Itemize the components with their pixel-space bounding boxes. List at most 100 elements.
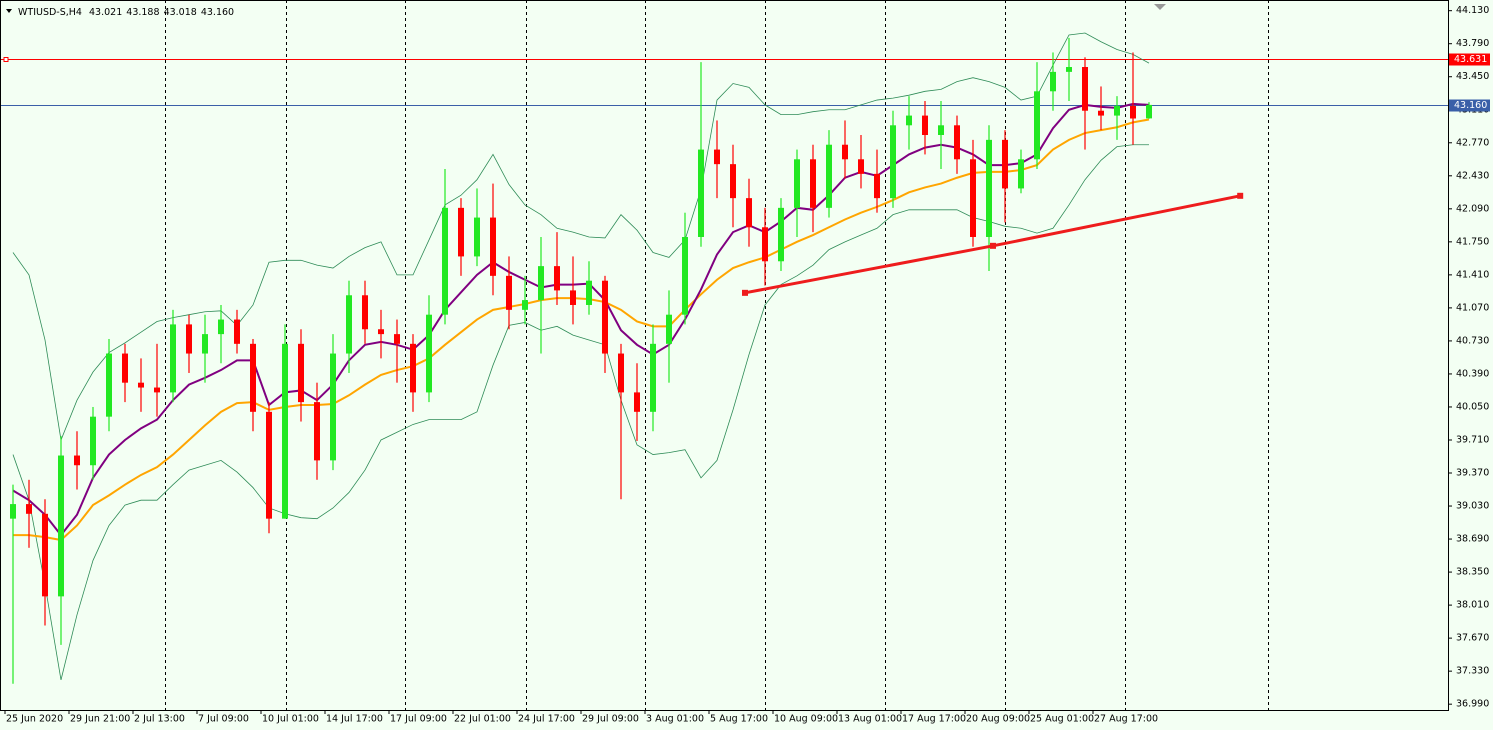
candle-body (906, 115, 912, 126)
level-label: 43.160 (1454, 100, 1487, 111)
trendline-handle (1237, 192, 1244, 199)
y-tick-label: 43.450 (1456, 71, 1489, 82)
y-tick-label: 39.370 (1456, 468, 1489, 479)
candle-body (202, 334, 208, 354)
candle-body (666, 314, 672, 344)
y-tick-label: 40.730 (1456, 335, 1489, 346)
candle-body (394, 334, 400, 344)
candle-body (410, 343, 416, 393)
candle-body (778, 207, 784, 262)
candle-body (58, 455, 64, 597)
y-tick-label: 42.430 (1456, 170, 1489, 181)
candle-body (298, 343, 304, 403)
shift-marker (1154, 4, 1166, 10)
y-tick-label: 36.990 (1456, 699, 1489, 710)
candle-body (842, 144, 848, 160)
y-tick-label: 38.350 (1456, 567, 1489, 578)
candle-body (1066, 67, 1072, 72)
x-tick-label: 10 Aug 09:00 (774, 714, 838, 725)
candle-body (522, 300, 528, 310)
candle-body (474, 217, 480, 257)
candle-body (154, 387, 160, 393)
x-tick-label: 17 Aug 17:00 (902, 714, 966, 725)
header: WTIUSD-S,H4 43.021 43.188 43.018 43.160 (18, 7, 234, 18)
level-label: 43.631 (1454, 54, 1487, 65)
candle-body (266, 411, 272, 519)
x-tick-label: 25 Jun 2020 (6, 714, 63, 725)
candle-body (1018, 159, 1024, 189)
candle-body (1130, 105, 1136, 119)
candle-body (506, 275, 512, 310)
close-value: 43.160 (201, 7, 234, 18)
x-tick-label: 29 Jul 09:00 (582, 714, 639, 725)
level-anchor (3, 57, 9, 62)
y-tick-label: 38.690 (1456, 534, 1489, 545)
candle-body (282, 343, 288, 519)
candle-body (1146, 104, 1152, 119)
candle-body (42, 513, 48, 597)
y-tick-label: 37.330 (1456, 666, 1489, 677)
trendline-handle (742, 289, 748, 296)
x-tick-label: 14 Jul 17:00 (326, 714, 383, 725)
y-tick-label: 37.670 (1456, 633, 1489, 644)
candle-body (1050, 71, 1056, 92)
candle-body (138, 382, 144, 388)
indicator-line (12, 144, 1149, 680)
y-tick-label: 40.390 (1456, 368, 1489, 379)
x-tick-label: 29 Jun 21:00 (70, 714, 130, 725)
open-value: 43.021 (89, 7, 122, 18)
x-tick-label: 20 Aug 09:00 (966, 714, 1030, 725)
candle-body (330, 353, 336, 461)
plot (0, 32, 1448, 684)
candle-body (458, 207, 464, 257)
x-tick-label: 22 Jul 01:00 (454, 714, 511, 725)
y-tick-label: 41.410 (1456, 269, 1489, 280)
candle-body (362, 295, 368, 330)
x-tick-label: 25 Aug 01:00 (1030, 714, 1094, 725)
candle-body (1114, 105, 1120, 116)
level-label-box (1449, 99, 1490, 112)
candle-body (858, 159, 864, 174)
y-tick-label: 39.710 (1456, 434, 1489, 445)
candle-body (490, 217, 496, 276)
candle-body (314, 402, 320, 461)
high-value: 43.188 (126, 7, 159, 18)
x-tick-label: 2 Jul 13:00 (134, 714, 185, 725)
candle-body (602, 280, 608, 354)
candle-body (74, 455, 80, 466)
candle-body (554, 266, 560, 291)
candle-body (538, 266, 544, 301)
candle-body (26, 504, 32, 514)
x-tick-label: 24 Jul 17:00 (518, 714, 575, 725)
y-tick-label: 38.010 (1456, 600, 1489, 611)
candle-body (730, 164, 736, 199)
level-label-box (1449, 53, 1490, 66)
candle-body (106, 353, 112, 417)
x-tick-label: 5 Aug 17:00 (710, 714, 768, 725)
candle-body (874, 173, 880, 199)
candle-body (1082, 67, 1088, 111)
candle-body (714, 149, 720, 165)
candle-body (586, 280, 592, 305)
y-tick-label: 40.050 (1456, 401, 1489, 412)
candle-body (234, 319, 240, 344)
y-tick-label: 42.770 (1456, 137, 1489, 148)
candle-body (1098, 110, 1104, 116)
y-tick-label: 41.750 (1456, 236, 1489, 247)
candle-body (90, 416, 96, 466)
candle-body (218, 319, 224, 335)
menu-arrow[interactable] (6, 9, 12, 13)
candle-body (682, 236, 688, 315)
x-tick-label: 7 Jul 09:00 (198, 714, 249, 725)
y-tick-label: 42.090 (1456, 203, 1489, 214)
y-tick-label: 44.130 (1456, 5, 1489, 16)
candle-body (618, 353, 624, 393)
candle-body (826, 144, 832, 208)
candle-body (922, 115, 928, 136)
candle-body (810, 159, 816, 208)
candle-body (378, 329, 384, 335)
trendline-handle (990, 242, 996, 249)
candle-body (1002, 139, 1008, 189)
